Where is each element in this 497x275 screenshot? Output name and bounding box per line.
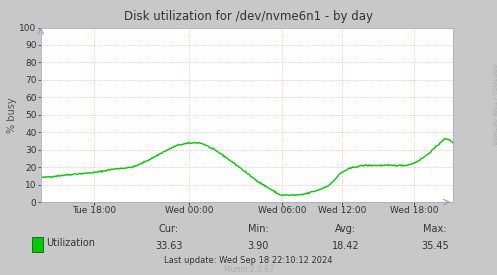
Text: Last update: Wed Sep 18 22:10:12 2024: Last update: Wed Sep 18 22:10:12 2024 (164, 257, 333, 265)
Text: 3.90: 3.90 (248, 241, 269, 251)
Text: Munin 2.0.67: Munin 2.0.67 (224, 265, 273, 274)
Text: 33.63: 33.63 (155, 241, 183, 251)
Text: Cur:: Cur: (159, 224, 179, 234)
Text: Max:: Max: (423, 224, 447, 234)
Text: Utilization: Utilization (46, 238, 95, 248)
Text: 18.42: 18.42 (331, 241, 359, 251)
Text: RRDTOOL / TOBI OETIKER: RRDTOOL / TOBI OETIKER (491, 64, 496, 145)
Y-axis label: % busy: % busy (6, 97, 16, 133)
Text: Min:: Min: (248, 224, 269, 234)
Text: Disk utilization for /dev/nvme6n1 - by day: Disk utilization for /dev/nvme6n1 - by d… (124, 10, 373, 23)
Text: 35.45: 35.45 (421, 241, 449, 251)
Text: Avg:: Avg: (335, 224, 356, 234)
